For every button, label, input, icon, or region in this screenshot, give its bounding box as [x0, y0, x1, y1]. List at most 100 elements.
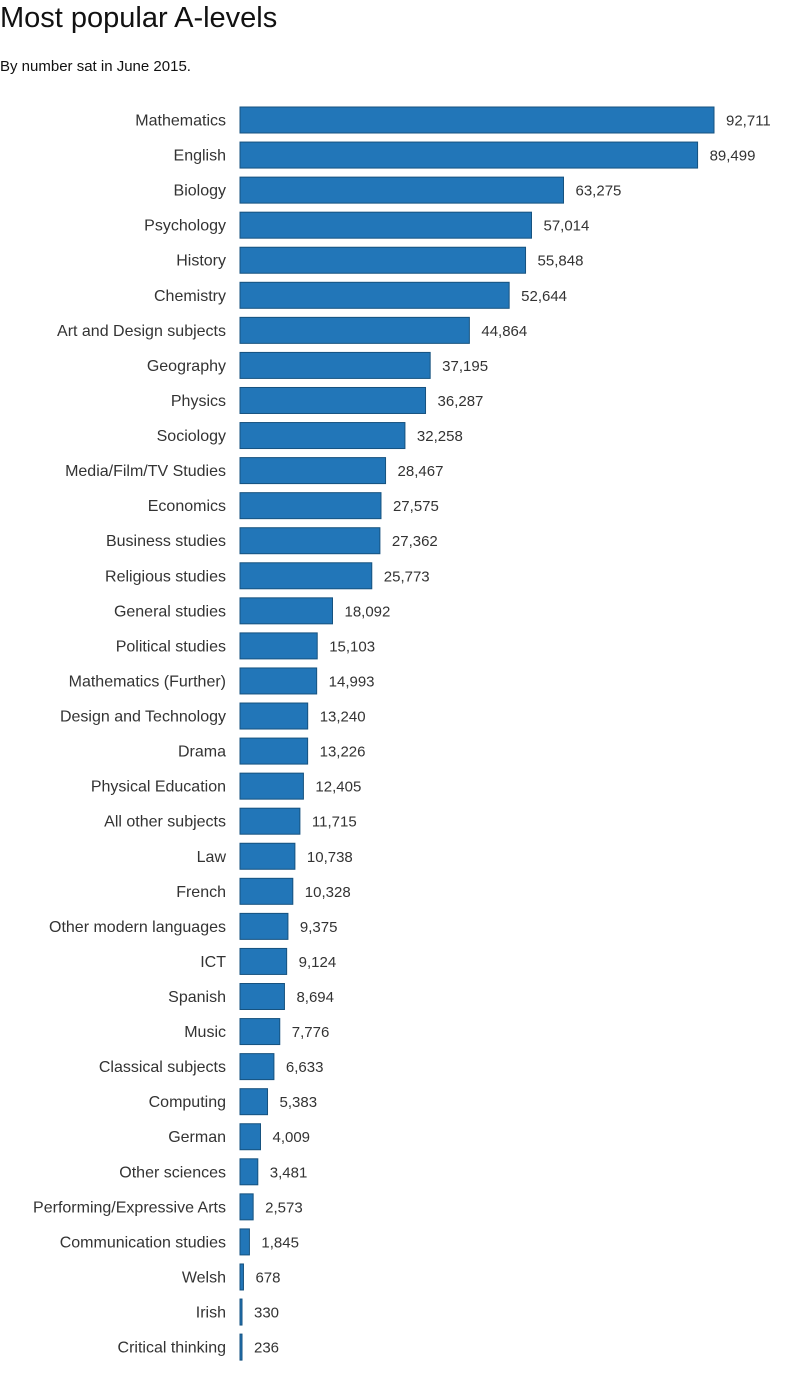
category-label: Computing [149, 1094, 226, 1111]
bar [239, 527, 381, 555]
bar [239, 457, 387, 485]
category-label: Communication studies [60, 1234, 226, 1251]
category-label: All other subjects [104, 814, 226, 831]
bar [239, 1193, 254, 1221]
category-label: Economics [148, 498, 226, 515]
category-label: Physical Education [91, 779, 226, 796]
bar [239, 386, 427, 414]
bar [239, 1123, 261, 1151]
value-label: 25,773 [384, 568, 430, 585]
bar [239, 737, 309, 765]
bar [239, 702, 309, 730]
category-label: Geography [147, 358, 226, 375]
value-label: 55,848 [538, 253, 584, 270]
category-label: Mathematics [135, 113, 226, 130]
value-label: 27,362 [392, 533, 438, 550]
category-label: Mathematics (Further) [69, 673, 226, 690]
bar [239, 912, 289, 940]
value-label: 3,481 [270, 1164, 308, 1181]
category-label: Other modern languages [49, 919, 226, 936]
value-label: 32,258 [417, 428, 463, 445]
bar [239, 1333, 243, 1361]
value-label: 92,711 [726, 113, 771, 130]
bar [239, 211, 532, 239]
category-label: Irish [196, 1305, 226, 1322]
category-label: Drama [178, 744, 226, 761]
category-label: German [168, 1129, 226, 1146]
value-label: 44,864 [481, 323, 527, 340]
bar [239, 983, 285, 1010]
value-label: 28,467 [398, 463, 444, 480]
bar [239, 1228, 250, 1256]
value-label: 27,575 [393, 498, 439, 515]
value-label: 236 [254, 1340, 279, 1357]
value-label: 13,226 [320, 744, 366, 761]
value-label: 15,103 [329, 638, 375, 655]
bar [239, 316, 470, 344]
category-label: General studies [114, 603, 226, 620]
category-label: Physics [171, 393, 226, 410]
category-label: Design and Technology [60, 709, 226, 726]
category-label: ICT [200, 954, 226, 971]
value-label: 6,633 [286, 1059, 324, 1076]
value-label: 37,195 [442, 358, 488, 375]
chart-subtitle: By number sat in June 2015. [0, 58, 191, 75]
category-label: Law [197, 849, 227, 866]
chart-title: Most popular A-levels [0, 2, 278, 34]
value-label: 5,383 [280, 1094, 318, 1111]
bar [239, 176, 565, 204]
value-label: 330 [254, 1305, 279, 1322]
bar [239, 1088, 269, 1116]
bar [239, 106, 715, 134]
bar [239, 422, 406, 450]
category-label: Psychology [144, 218, 226, 235]
category-label: Performing/Expressive Arts [33, 1199, 226, 1216]
value-label: 14,993 [329, 673, 375, 690]
bar [239, 597, 333, 625]
category-label: Art and Design subjects [57, 323, 226, 340]
category-label: Political studies [116, 638, 226, 655]
value-label: 36,287 [438, 393, 484, 410]
value-label: 57,014 [543, 218, 589, 235]
bar [239, 1298, 243, 1326]
bar [239, 562, 373, 590]
category-label: Chemistry [154, 288, 226, 305]
bar [239, 1263, 244, 1291]
bar [239, 947, 288, 975]
bar [239, 807, 301, 835]
value-label: 9,124 [299, 954, 337, 971]
category-label: Welsh [182, 1269, 226, 1286]
category-label: English [174, 148, 226, 165]
value-label: 9,375 [300, 919, 338, 936]
value-label: 10,738 [307, 849, 353, 866]
value-label: 678 [255, 1269, 280, 1286]
category-label: Classical subjects [99, 1059, 226, 1076]
category-label: Religious studies [105, 568, 226, 585]
bar [239, 842, 296, 870]
value-label: 12,405 [315, 779, 361, 796]
bar [239, 1018, 281, 1046]
value-label: 10,328 [305, 884, 351, 901]
value-label: 52,644 [521, 288, 567, 305]
bar [239, 632, 318, 660]
category-label: History [176, 253, 226, 270]
value-label: 7,776 [292, 1024, 330, 1041]
bar [239, 877, 294, 905]
value-label: 89,499 [710, 148, 756, 165]
bar [239, 492, 382, 520]
bar [239, 772, 304, 800]
value-label: 63,275 [576, 183, 622, 200]
category-label: Business studies [106, 533, 226, 550]
bar [239, 1053, 275, 1081]
category-label: Media/Film/TV Studies [65, 463, 226, 480]
category-label: Music [184, 1024, 226, 1041]
bar [239, 141, 699, 169]
category-label: Other sciences [119, 1164, 226, 1181]
value-label: 4,009 [272, 1129, 310, 1146]
value-label: 2,573 [265, 1199, 303, 1216]
value-label: 18,092 [344, 603, 390, 620]
bar [239, 246, 527, 274]
category-label: Sociology [157, 428, 226, 445]
bar [239, 667, 318, 695]
value-label: 11,715 [312, 814, 357, 831]
